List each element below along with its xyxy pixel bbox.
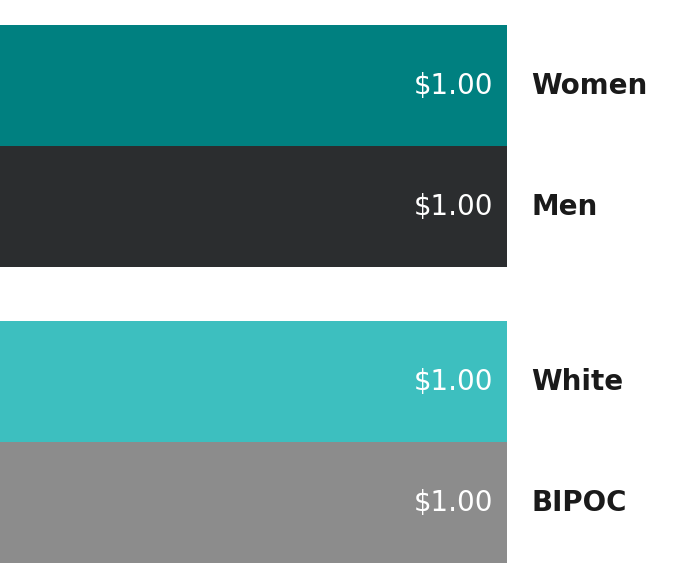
FancyBboxPatch shape	[0, 147, 507, 268]
FancyBboxPatch shape	[0, 321, 507, 442]
Text: $1.00: $1.00	[414, 72, 493, 100]
Text: $1.00: $1.00	[414, 488, 493, 517]
Text: Men: Men	[531, 193, 598, 221]
Text: White: White	[531, 368, 624, 396]
Text: BIPOC: BIPOC	[531, 488, 627, 517]
Text: Women: Women	[531, 72, 647, 100]
Text: $1.00: $1.00	[414, 368, 493, 396]
FancyBboxPatch shape	[0, 25, 507, 147]
Text: $1.00: $1.00	[414, 193, 493, 221]
FancyBboxPatch shape	[0, 442, 507, 563]
